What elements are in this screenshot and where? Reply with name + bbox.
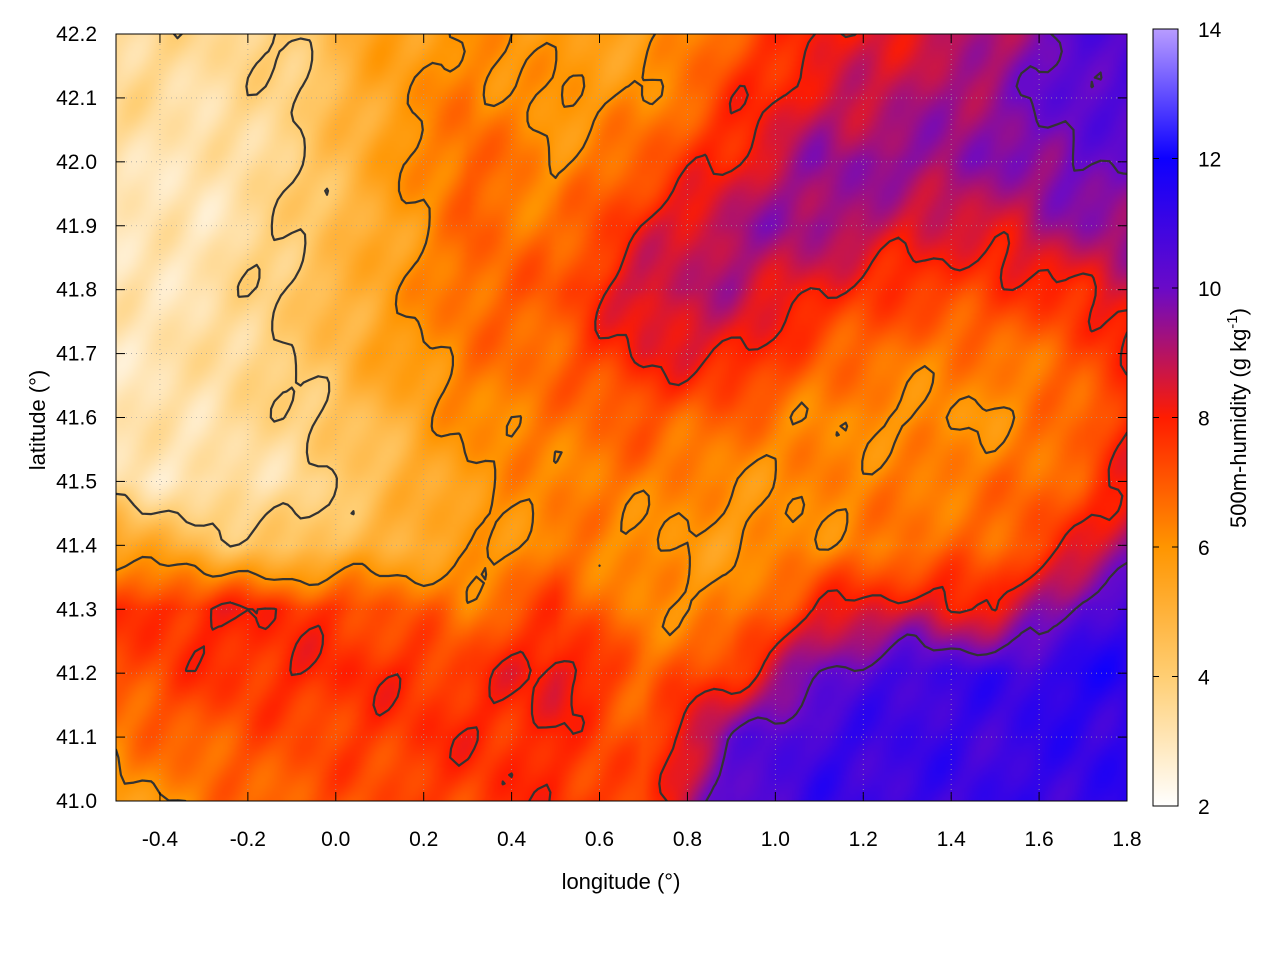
x-tick-label: 1.4: [937, 828, 967, 851]
colorbar-tick-label: 10: [1198, 278, 1221, 301]
x-tick-label: 1.2: [849, 828, 878, 851]
colorbar-tick-label: 4: [1198, 667, 1210, 690]
colorbar-tick-label: 6: [1198, 537, 1210, 560]
x-tick-label: 1.0: [761, 828, 790, 851]
x-tick-label: 1.6: [1024, 828, 1053, 851]
y-tick-label: 41.2: [56, 662, 97, 685]
x-tick-label: 0.0: [321, 828, 350, 851]
y-tick-label: 42.2: [56, 23, 97, 46]
y-tick-label: 41.4: [56, 534, 97, 557]
plot-area: [115, 33, 1128, 802]
y-tick-label: 41.0: [56, 790, 97, 813]
colorbar-tick-label: 2: [1198, 796, 1210, 819]
x-tick-label: 0.6: [585, 828, 614, 851]
contour-line: [116, 34, 355, 548]
grid-lines: [116, 34, 1127, 801]
x-tick-label: 0.4: [497, 828, 527, 851]
x-tick-label: 1.8: [1112, 828, 1141, 851]
y-tick-label: 41.7: [56, 343, 97, 366]
colorbar: 2 4 6 8 10 12 14 500m-humidity (g kg-1): [1152, 19, 1251, 819]
colorbar-ticks: 2 4 6 8 10 12 14: [1153, 19, 1222, 819]
colorbar-label: 500m-humidity (g kg-1): [1224, 308, 1251, 528]
y-tick-label: 41.5: [56, 470, 97, 493]
contour-line: [705, 34, 1127, 801]
y-tick-label: 41.9: [56, 215, 97, 238]
y-axis-label: latitude (°): [25, 370, 50, 471]
y-tick-label: 41.1: [56, 726, 97, 749]
colorbar-tick-label: 8: [1198, 408, 1210, 431]
y-axis: 41.0 41.1 41.2 41.3 41.4 41.5 41.6 41.7 41.8 41.9…: [56, 23, 1127, 813]
colorbar-tick-label: 12: [1198, 149, 1221, 172]
contour-line: [116, 34, 1016, 801]
y-tick-label: 42.0: [56, 151, 97, 174]
x-axis: -0.4 -0.2 0.0 0.2 0.4 0.6 0.8 1.0 1.2 1.4 1.6 1.8: [142, 34, 1142, 851]
x-axis-label: longitude (°): [562, 869, 681, 894]
y-tick-label: 42.1: [56, 87, 97, 110]
y-tick-label: 41.8: [56, 279, 97, 302]
colorbar-tick-label: 14: [1198, 19, 1222, 42]
y-tick-label: 41.3: [56, 598, 97, 621]
x-tick-label: -0.2: [230, 828, 266, 851]
x-tick-label: -0.4: [142, 828, 179, 851]
x-tick-label: 0.2: [409, 828, 438, 851]
contour-line: [184, 34, 1127, 801]
x-tick-label: 0.8: [673, 828, 702, 851]
y-tick-label: 41.6: [56, 407, 97, 430]
humidity-contours: [116, 34, 1127, 801]
